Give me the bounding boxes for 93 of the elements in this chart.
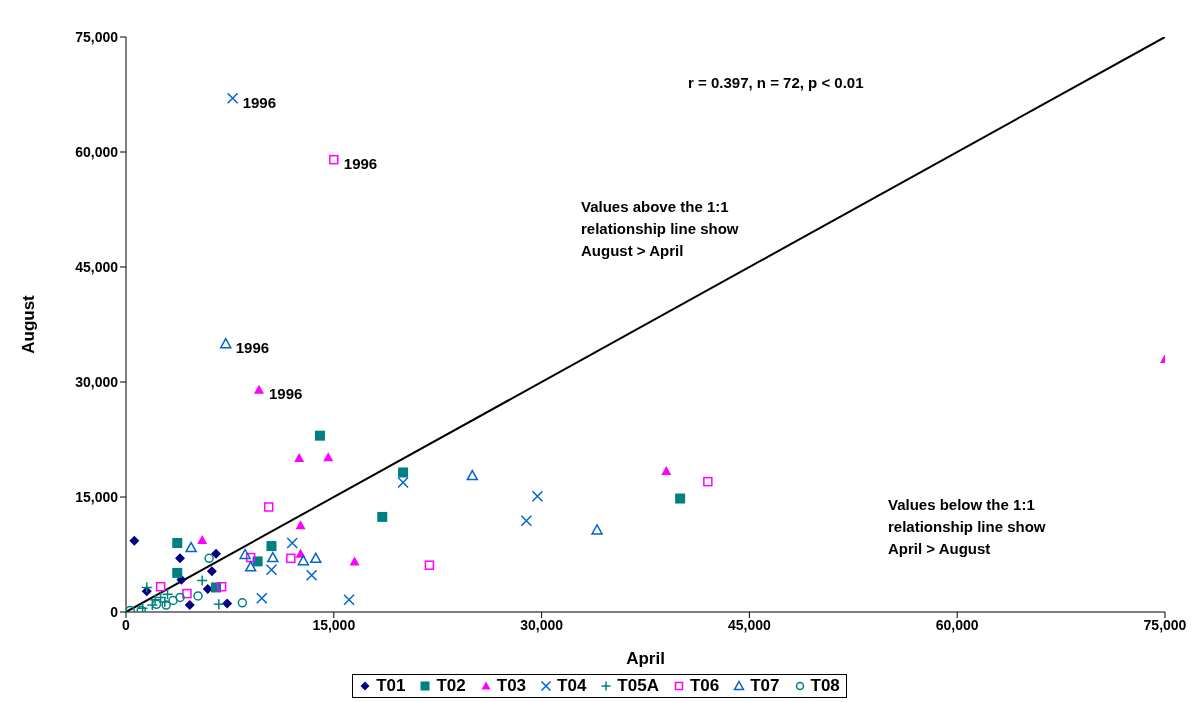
point	[161, 600, 171, 610]
y-axis-title: August	[19, 294, 39, 354]
point	[265, 564, 278, 576]
point	[286, 537, 298, 549]
legend-label: T06	[688, 676, 720, 696]
point	[196, 574, 208, 587]
point	[591, 524, 603, 535]
annotation: 1996	[343, 154, 378, 172]
point	[520, 515, 533, 527]
annotation: 1996	[242, 93, 277, 111]
x-tick-label: 60,000	[935, 616, 979, 633]
point	[466, 469, 479, 481]
point	[185, 541, 197, 553]
y-tick-label: 60,000	[75, 143, 119, 160]
point	[175, 553, 186, 564]
y-tick-label: 15,000	[75, 488, 119, 505]
point	[295, 520, 306, 530]
point	[244, 561, 257, 572]
legend-label: T04	[556, 676, 587, 696]
y-tick-label: 0	[110, 603, 119, 620]
point	[197, 534, 208, 544]
point	[211, 548, 222, 559]
point	[222, 598, 233, 609]
point	[314, 430, 325, 441]
point	[146, 599, 159, 611]
x-tick-label: 0	[122, 616, 131, 633]
point	[126, 605, 135, 612]
point	[349, 556, 360, 566]
point	[424, 560, 435, 570]
point	[294, 452, 305, 462]
point	[237, 598, 248, 608]
point	[182, 588, 192, 599]
point	[253, 384, 264, 394]
point	[266, 541, 277, 552]
point	[286, 553, 296, 564]
legend-label: T01	[375, 676, 406, 696]
point	[172, 538, 183, 548]
point	[151, 599, 162, 610]
point	[226, 92, 239, 105]
annotation: Values above the 1:1 relationship line show August > April	[581, 197, 740, 261]
point	[256, 592, 268, 604]
point	[675, 493, 686, 504]
point	[397, 476, 409, 489]
point	[129, 535, 140, 546]
legend-label: T05A	[616, 676, 659, 696]
legend-label: T07	[749, 676, 780, 696]
point	[202, 584, 213, 594]
point	[184, 600, 195, 611]
legend-label: T08	[809, 676, 840, 696]
point	[175, 592, 185, 603]
point	[161, 588, 174, 601]
annotation: 1996	[268, 384, 303, 402]
x-axis-title: April	[626, 649, 665, 668]
point	[172, 567, 183, 578]
point	[703, 476, 713, 487]
point	[398, 467, 409, 478]
point	[206, 566, 217, 577]
point	[213, 598, 225, 611]
point	[219, 337, 232, 349]
point	[310, 552, 322, 564]
point	[661, 465, 672, 475]
point	[343, 593, 355, 606]
point	[252, 556, 263, 567]
annotation: 1996	[235, 338, 270, 356]
point	[154, 591, 167, 604]
y-tick-label: 75,000	[75, 28, 119, 45]
legend-label: T03	[495, 676, 527, 696]
point	[323, 452, 334, 462]
x-tick-label: 75,000	[1143, 616, 1187, 633]
point	[149, 593, 161, 606]
point	[155, 581, 166, 592]
y-tick-label: 45,000	[75, 258, 119, 275]
point	[204, 553, 214, 564]
point	[168, 595, 178, 606]
point	[531, 490, 544, 502]
x-tick-label: 45,000	[727, 616, 772, 633]
point	[305, 569, 318, 581]
legend-label: T02	[435, 676, 466, 696]
point	[216, 581, 227, 592]
point	[193, 591, 203, 601]
y-tick-label: 30,000	[75, 373, 119, 390]
point	[263, 502, 274, 512]
point	[267, 551, 279, 563]
point	[377, 511, 388, 522]
annotation: r = 0.397, n = 72, p < 0.01	[688, 73, 865, 93]
point	[297, 554, 310, 566]
point	[245, 552, 256, 563]
x-tick-label: 30,000	[520, 616, 564, 633]
point	[239, 548, 251, 560]
point	[329, 154, 339, 165]
x-tick-label: 15,000	[312, 616, 356, 633]
point	[141, 581, 153, 594]
annotation: Values below the 1:1 relationship line show April > August	[888, 495, 1047, 559]
